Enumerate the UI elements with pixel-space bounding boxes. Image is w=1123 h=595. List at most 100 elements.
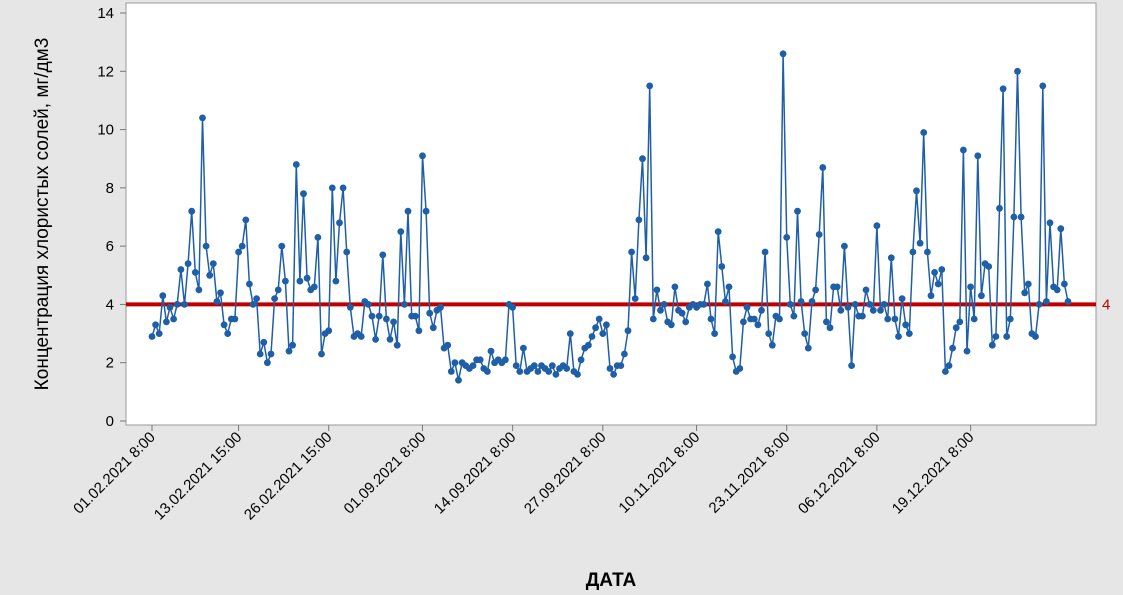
data-point [534, 368, 542, 375]
data-point [328, 184, 336, 192]
data-point [635, 216, 643, 224]
data-point [1017, 213, 1025, 221]
data-point [199, 114, 206, 122]
data-point [974, 152, 982, 160]
data-point [155, 330, 163, 337]
data-point [841, 242, 848, 250]
x-tick-label: 13.02.2021 15:00 [151, 429, 246, 524]
data-point [1003, 333, 1011, 340]
data-point [913, 187, 920, 195]
data-point [714, 228, 722, 236]
data-point [960, 146, 967, 154]
data-point [181, 301, 188, 308]
data-point [786, 301, 794, 308]
data-point [884, 315, 892, 323]
data-point [956, 318, 964, 326]
data-point [292, 161, 300, 168]
data-point [848, 362, 855, 369]
data-point [520, 344, 527, 352]
data-point [837, 306, 845, 314]
data-point [812, 286, 819, 294]
data-point [577, 356, 585, 364]
data-point [704, 280, 711, 288]
data-point [592, 324, 599, 332]
data-point [1035, 301, 1043, 308]
data-point [177, 266, 185, 273]
data-point [603, 321, 610, 329]
data-point [606, 365, 614, 372]
data-point [646, 82, 654, 90]
data-point [332, 277, 340, 285]
data-point [660, 301, 668, 308]
series-group [148, 50, 1072, 384]
data-point [819, 164, 827, 171]
data-point [256, 350, 264, 358]
data-point [934, 280, 942, 288]
data-point [401, 301, 408, 308]
data-point [729, 353, 736, 361]
data-point [1039, 82, 1047, 90]
data-point [833, 283, 841, 291]
data-point [357, 333, 365, 340]
data-point [235, 248, 243, 256]
data-point [978, 292, 985, 300]
y-tick-label: 0 [106, 413, 114, 430]
data-point [743, 303, 751, 311]
data-point [617, 362, 625, 369]
data-point [429, 324, 437, 332]
data-point [242, 216, 250, 224]
data-point [765, 330, 773, 337]
data-point [1046, 219, 1054, 227]
data-point [758, 306, 765, 314]
data-point [927, 292, 935, 300]
data-point [1024, 280, 1032, 288]
data-point [502, 356, 509, 364]
y-tick-label: 2 [106, 355, 114, 372]
data-point [985, 263, 993, 270]
data-point [880, 301, 888, 308]
data-point [624, 327, 632, 335]
data-point [866, 301, 874, 308]
data-point [444, 341, 452, 349]
data-point [823, 318, 830, 326]
data-point [740, 318, 747, 326]
x-tick-label: 26.02.2021 15:00 [241, 429, 336, 524]
data-point [1014, 67, 1021, 75]
data-point [895, 333, 902, 340]
data-point [397, 228, 405, 236]
y-axis: 0 2 4 6 8 10 12 14 [97, 5, 126, 430]
data-point [206, 271, 214, 279]
data-point [365, 301, 372, 308]
data-point [451, 359, 459, 367]
data-point [224, 330, 232, 337]
data-point [924, 248, 931, 256]
data-point [711, 330, 718, 337]
data-point [188, 207, 196, 215]
data-point [938, 266, 946, 273]
data-point [375, 312, 383, 320]
data-point [776, 315, 783, 323]
data-point [303, 274, 311, 282]
data-point [566, 330, 574, 337]
data-point [768, 341, 776, 349]
data-point [1057, 225, 1065, 233]
data-point [887, 254, 895, 262]
y-tick-label: 12 [97, 63, 114, 80]
data-point [815, 231, 823, 238]
data-point [942, 368, 949, 375]
data-point [902, 321, 910, 329]
data-point [476, 356, 484, 364]
data-point [372, 336, 379, 343]
data-point [343, 248, 351, 256]
data-point [195, 286, 203, 294]
data-point [859, 312, 866, 320]
data-point [1064, 298, 1072, 305]
data-point [166, 303, 174, 311]
data-point [873, 222, 881, 230]
data-point [898, 295, 906, 302]
data-point [905, 330, 913, 337]
data-point [642, 254, 650, 262]
data-point [949, 344, 956, 352]
data-point [267, 350, 275, 358]
data-point [516, 368, 524, 375]
